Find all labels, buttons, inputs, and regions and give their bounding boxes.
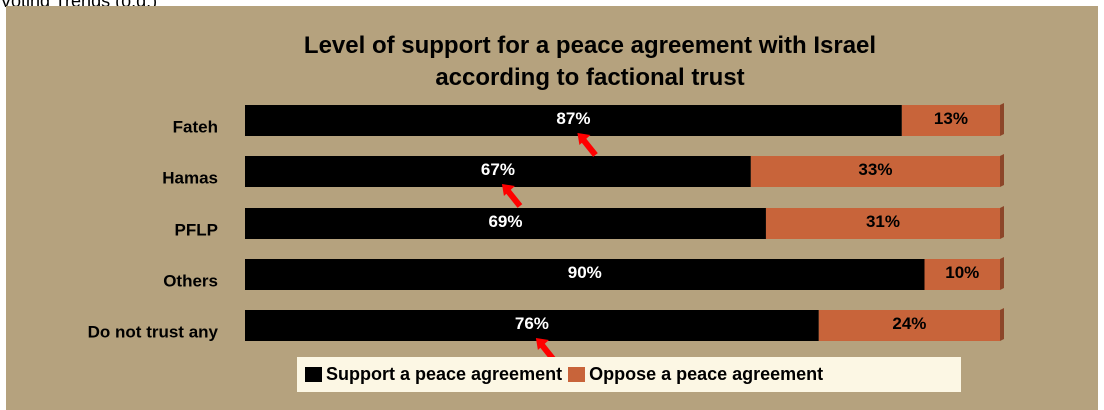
bar-edge-fateh xyxy=(1000,103,1004,136)
annotation-arrow-head-hamas xyxy=(501,184,515,196)
category-label-pflp: PFLP xyxy=(175,221,218,240)
chart-title-line-1: Level of support for a peace agreement w… xyxy=(303,32,877,59)
bar-oppose-others xyxy=(924,259,1000,290)
bar-support-hamas xyxy=(245,156,751,187)
legend-label-oppose: Oppose a peace agreement xyxy=(589,364,824,384)
bar-support-fateh xyxy=(245,105,902,136)
bar-edge-pflp xyxy=(1000,206,1004,239)
category-label-others: Others xyxy=(163,272,218,291)
value-label-support-fateh: 87% xyxy=(556,109,590,128)
annotation-arrow-head-fateh xyxy=(577,133,591,145)
value-label-oppose-fateh: 13% xyxy=(934,109,968,128)
legend-item-oppose: Oppose a peace agreement xyxy=(568,364,823,385)
bar-support-others xyxy=(245,259,925,290)
bar-edge-others xyxy=(1000,257,1004,290)
bar-oppose-fateh xyxy=(901,105,1000,136)
chart-title-line-2: according to factional trust xyxy=(435,64,745,91)
chart-title: Level of support for a peace agreement w… xyxy=(200,30,980,94)
category-label-hamas: Hamas xyxy=(162,169,218,188)
legend-label-support: Support a peace agreement xyxy=(326,364,563,384)
category-label-fateh: Fateh xyxy=(173,118,218,137)
value-label-oppose-pflp: 31% xyxy=(866,212,900,231)
annotation-arrow-shaft-hamas xyxy=(505,189,523,208)
chart-legend: Support a peace agreement Oppose a peace… xyxy=(297,357,961,392)
category-label-do-not-trust-any: Do not trust any xyxy=(88,323,219,342)
value-label-oppose-do-not-trust-any: 24% xyxy=(892,314,926,333)
bar-support-do-not-trust-any xyxy=(245,310,819,341)
legend-swatch-oppose xyxy=(568,367,586,382)
top-caption: Voting Trends (o.d.) xyxy=(0,0,157,12)
value-label-oppose-hamas: 33% xyxy=(858,160,892,179)
value-label-support-do-not-trust-any: 76% xyxy=(515,314,549,333)
value-label-support-others: 90% xyxy=(568,263,602,282)
bar-edge-hamas xyxy=(1000,154,1004,187)
annotation-arrow-head-do-not-trust-any xyxy=(535,338,549,350)
bar-oppose-do-not-trust-any xyxy=(818,310,1000,341)
bar-edge-do-not-trust-any xyxy=(1000,308,1004,341)
legend-swatch-support xyxy=(305,367,322,382)
bar-support-pflp xyxy=(245,208,766,239)
value-label-oppose-others: 10% xyxy=(945,263,979,282)
value-label-support-pflp: 69% xyxy=(488,212,522,231)
bar-oppose-pflp xyxy=(765,208,1000,239)
annotation-arrow-shaft-fateh xyxy=(581,138,598,157)
legend-item-support: Support a peace agreement xyxy=(305,364,562,385)
value-label-support-hamas: 67% xyxy=(481,160,515,179)
bar-oppose-hamas xyxy=(750,156,1000,187)
